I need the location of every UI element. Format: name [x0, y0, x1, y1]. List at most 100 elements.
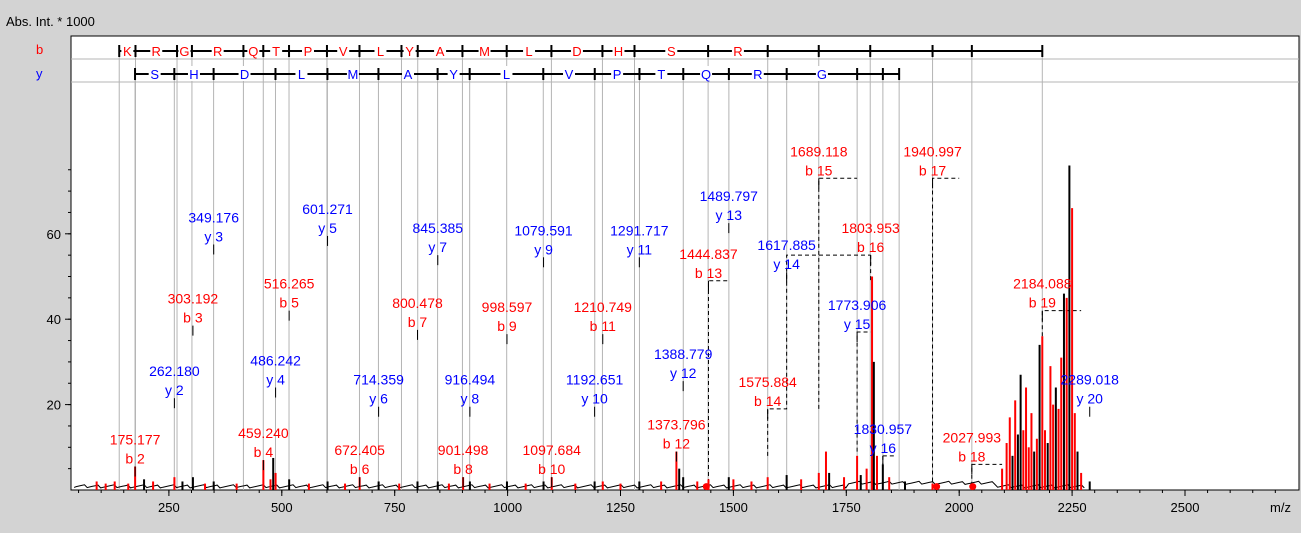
- y-tick-label: 20: [47, 398, 61, 413]
- b-residue-bg: [178, 43, 191, 58]
- b-ion-mz: 516.265: [264, 276, 315, 292]
- b-ion-mz: 1803.953: [841, 220, 900, 236]
- b-ion-label: b 11: [590, 318, 616, 334]
- b-ion-label: b 8: [453, 461, 473, 477]
- y-residue-bg: [148, 66, 161, 81]
- b-ion-mz: 2027.993: [943, 429, 1002, 445]
- y-ion-mz: 2289.018: [1061, 372, 1120, 388]
- y-residue: P: [613, 67, 622, 82]
- baseline-marker: [702, 483, 710, 491]
- y-ion-mz: 916.494: [445, 372, 496, 388]
- b-residue: R: [213, 44, 222, 59]
- b-ion-label: b 10: [538, 461, 565, 477]
- y-ion-mz: 714.359: [353, 372, 404, 388]
- b-residue: R: [152, 44, 161, 59]
- x-tick-label: 2250: [1058, 500, 1087, 515]
- b-ion-mz: 1444.837: [679, 246, 738, 262]
- y-residue: R: [753, 67, 762, 82]
- b-ion-mz: 1940.997: [903, 143, 962, 159]
- y-residue: A: [404, 67, 413, 82]
- y-ion-label: y 5: [318, 220, 337, 236]
- y-row-label: y: [36, 66, 43, 81]
- b-residue: K: [123, 44, 132, 59]
- y-residue-bg: [402, 66, 415, 81]
- b-residue-bg: [247, 43, 260, 58]
- b-residue-bg: [665, 43, 678, 58]
- y-residue-bg: [815, 66, 828, 81]
- b-row-label: b: [36, 42, 43, 57]
- y-ion-label: y 20: [1076, 391, 1103, 407]
- b-residue: R: [733, 44, 742, 59]
- b-residue: Q: [248, 44, 258, 59]
- y-ion-label: y 7: [428, 239, 447, 255]
- b-ion-mz: 1575.884: [738, 374, 797, 390]
- y-residue-bg: [563, 66, 576, 81]
- y-ion-mz: 1079.591: [514, 222, 573, 238]
- b-residue: S: [667, 44, 676, 59]
- y-ion-mz: 1291.717: [610, 222, 669, 238]
- b-ion-mz: 672.405: [334, 442, 385, 458]
- b-residue: L: [377, 44, 384, 59]
- y-tick-label: 40: [47, 312, 61, 327]
- b-ion-mz: 800.478: [392, 295, 443, 311]
- x-tick-label: 1750: [832, 500, 861, 515]
- b-ion-label: b 4: [254, 444, 274, 460]
- y-residue-bg: [655, 66, 668, 81]
- y-ion-label: y 13: [716, 207, 743, 223]
- b-ion-label: b 16: [857, 239, 884, 255]
- y-ion-mz: 1773.906: [828, 297, 887, 313]
- x-tick-label: 1500: [719, 500, 748, 515]
- y-ion-mz: 845.385: [412, 220, 463, 236]
- y-residue: M: [348, 67, 359, 82]
- x-unit-label: m/z: [1270, 500, 1291, 515]
- y-ion-label: y 8: [461, 391, 480, 407]
- y-residue-bg: [295, 66, 308, 81]
- b-ion-label: b 18: [958, 448, 985, 464]
- y-ion-mz: 1830.957: [854, 421, 913, 437]
- y-ion-mz: 1192.651: [566, 372, 624, 388]
- baseline-marker: [933, 483, 941, 491]
- b-ion-mz: 175.177: [110, 432, 161, 448]
- b-ion-mz: 1097.684: [523, 442, 582, 458]
- b-residue-bg: [478, 43, 491, 58]
- b-residue-bg: [301, 43, 314, 58]
- b-ion-label: b 5: [279, 295, 299, 311]
- y-residue-bg: [700, 66, 713, 81]
- b-residue-bg: [612, 43, 625, 58]
- y-residue-bg: [500, 66, 513, 81]
- b-ion-label: b 15: [805, 162, 832, 178]
- b-residue: L: [525, 44, 532, 59]
- b-residue: D: [572, 44, 581, 59]
- b-residue: G: [179, 44, 189, 59]
- b-ion-label: b 17: [919, 162, 946, 178]
- y-axis-label: Abs. Int. * 1000: [6, 14, 95, 29]
- x-tick-label: 2500: [1171, 500, 1200, 515]
- y-ion-label: y 6: [369, 391, 388, 407]
- b-ion-label: b 2: [125, 451, 145, 467]
- b-ion-mz: 998.597: [482, 299, 533, 315]
- y-ion-label: y 4: [266, 372, 285, 388]
- y-ion-mz: 262.180: [149, 363, 200, 379]
- b-residue-bg: [337, 43, 350, 58]
- baseline-marker: [969, 483, 977, 491]
- y-residue-bg: [751, 66, 764, 81]
- y-residue-bg: [187, 66, 200, 81]
- y-ion-label: y 11: [627, 241, 653, 257]
- y-residue: D: [240, 67, 249, 82]
- b-residue-bg: [570, 43, 583, 58]
- y-ion-mz: 1617.885: [757, 237, 816, 253]
- b-ion-label: b 14: [754, 393, 781, 409]
- y-ion-mz: 486.242: [250, 353, 301, 369]
- b-ion-mz: 1689.118: [790, 143, 848, 159]
- b-ion-mz: 901.498: [438, 442, 489, 458]
- connector-b14: [767, 254, 871, 456]
- b-residue-bg: [121, 43, 134, 58]
- b-ion-mz: 459.240: [238, 425, 289, 441]
- b-residue-bg: [731, 43, 744, 58]
- x-tick-label: 500: [271, 500, 293, 515]
- y-ion-label: y 15: [844, 316, 871, 332]
- b-ion-label: b 12: [663, 436, 690, 452]
- baseline-noise: [73, 480, 1085, 489]
- y-residue: L: [298, 67, 305, 82]
- b-residue: A: [436, 44, 445, 59]
